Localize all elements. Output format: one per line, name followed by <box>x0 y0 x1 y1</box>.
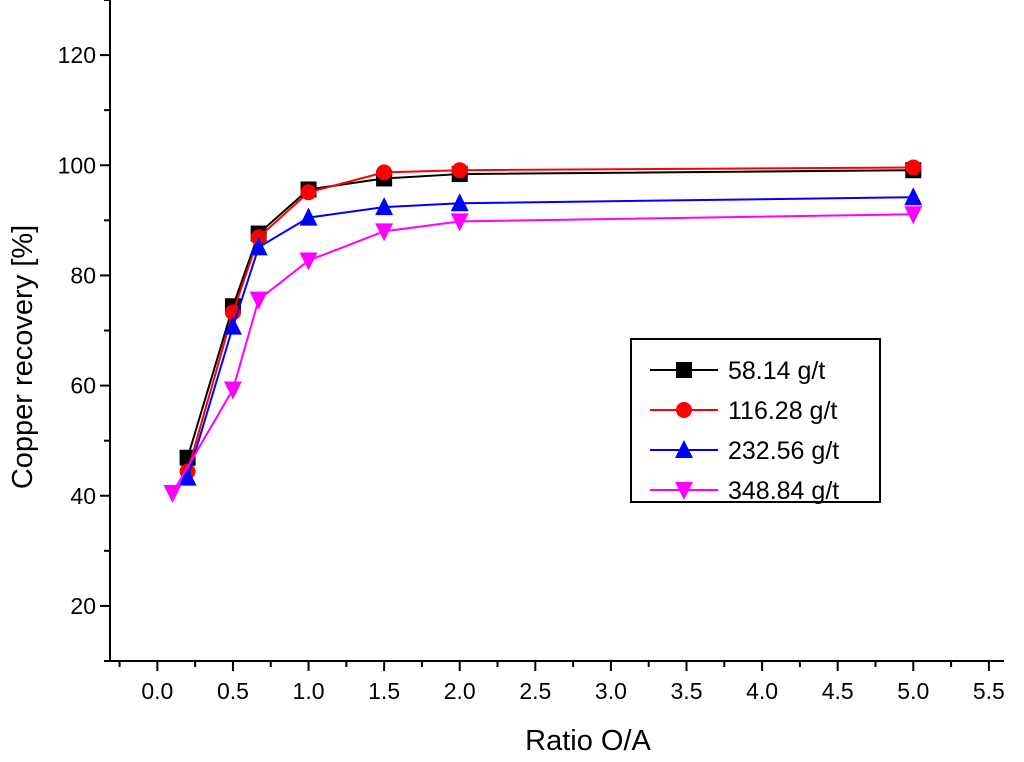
legend: 58.14 g/t 116.28 g/t 232.56 g/t 348.84 g/t <box>630 338 881 505</box>
y-axis-label: Copper recovery [%] <box>7 225 39 489</box>
y-tick-label: 40 <box>70 483 96 509</box>
triangle-down-marker <box>375 223 394 242</box>
legend-label: 58.14 g/t <box>728 357 825 385</box>
x-tick-label: 1.0 <box>293 678 325 704</box>
x-tick-label: 0.5 <box>217 678 249 704</box>
circle-marker <box>905 159 922 176</box>
legend-label: 348.84 g/t <box>728 477 839 505</box>
y-tick-label: 20 <box>70 593 96 619</box>
axes: 0.0 0.5 1.0 1.5 2.0 2.5 3.0 3.5 4.0 4.5 5.0 5.5 20 40… <box>58 0 1005 704</box>
x-tick-label: 1.5 <box>368 678 400 704</box>
circle-marker <box>451 162 468 179</box>
triangle-down-marker <box>904 206 923 225</box>
y-tick-label: 60 <box>70 373 96 399</box>
x-tick-label: 4.5 <box>822 678 854 704</box>
legend-label: 232.56 g/t <box>728 437 839 465</box>
triangle-up-marker <box>904 187 923 206</box>
triangle-up-marker <box>299 207 318 226</box>
triangle-down-marker <box>450 213 469 232</box>
x-tick-label: 5.5 <box>973 678 1005 704</box>
legend-label: 116.28 g/t <box>728 397 837 425</box>
triangle-down-marker <box>249 291 268 310</box>
triangle-up-marker <box>249 237 268 256</box>
series-3 <box>163 206 923 503</box>
circle-marker <box>376 164 393 181</box>
triangle-down-marker <box>675 482 693 500</box>
y-tick-label: 120 <box>58 42 96 68</box>
triangle-down-marker <box>163 484 182 503</box>
x-tick-label: 2.0 <box>444 678 476 704</box>
x-tick-label: 3.5 <box>671 678 703 704</box>
circle-marker <box>300 184 317 201</box>
x-tick-label: 5.0 <box>897 678 929 704</box>
series-group <box>163 159 923 503</box>
triangle-down-marker <box>299 252 318 271</box>
legend-item: 348.84 g/t <box>650 477 839 505</box>
triangle-up-marker <box>675 440 693 458</box>
legend-item: 116.28 g/t <box>650 397 837 425</box>
x-tick-label: 2.5 <box>519 678 551 704</box>
x-tick-label: 0.0 <box>141 678 173 704</box>
circle-marker <box>676 402 692 418</box>
triangle-up-marker <box>375 197 394 216</box>
x-axis-label: Ratio O/A <box>525 725 651 757</box>
triangle-down-marker <box>223 381 242 400</box>
x-tick-label: 3.0 <box>595 678 627 704</box>
y-tick-label: 80 <box>70 262 96 288</box>
triangle-up-marker <box>178 467 197 486</box>
y-tick-label: 100 <box>58 152 96 178</box>
legend-box <box>630 338 881 503</box>
x-tick-label: 4.0 <box>746 678 778 704</box>
square-marker <box>676 362 692 378</box>
triangle-up-marker <box>223 316 242 335</box>
series-2 <box>178 187 923 486</box>
triangle-up-marker <box>450 193 469 212</box>
legend-item: 58.14 g/t <box>650 357 825 385</box>
legend-item: 232.56 g/t <box>650 437 839 465</box>
